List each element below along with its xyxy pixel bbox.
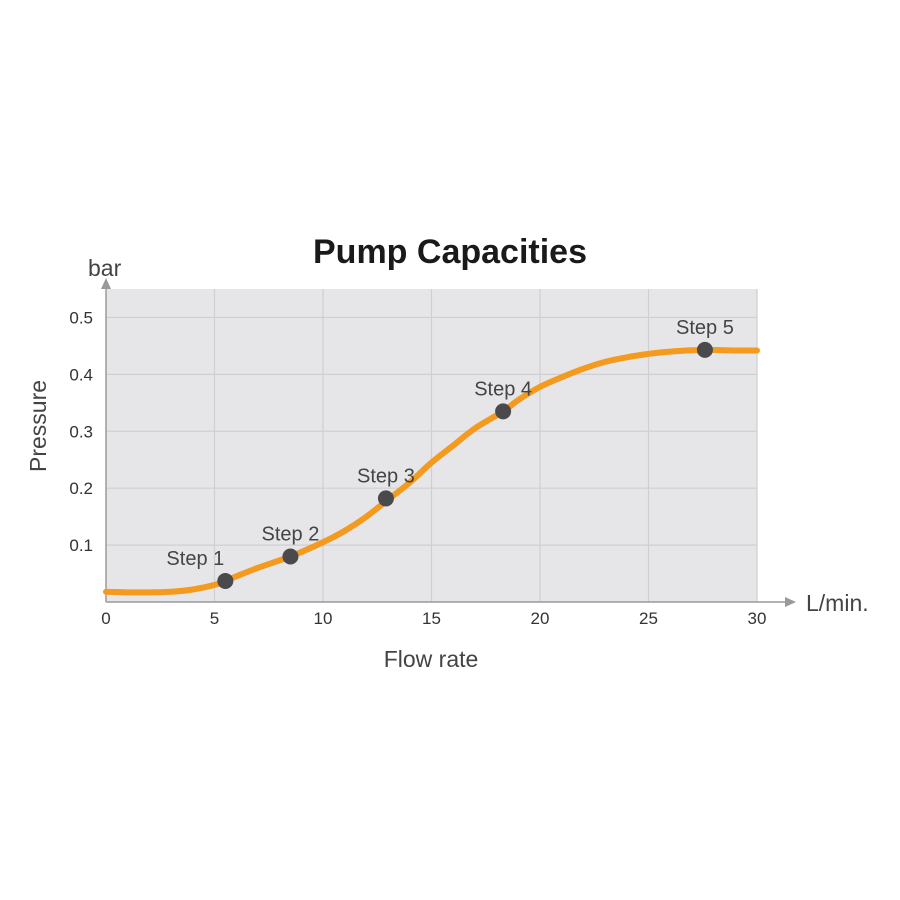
y-tick-label: 0.5 [69,308,93,327]
chart-title: Pump Capacities [313,233,587,271]
x-tick-label: 5 [210,609,219,628]
x-axis-label: Flow rate [384,646,479,672]
step-label: Step 2 [262,523,320,545]
x-tick-label: 15 [422,609,441,628]
y-tick-label: 0.3 [69,422,93,441]
step-marker [495,403,512,420]
step-marker [217,572,234,589]
x-tick-label: 20 [531,609,550,628]
x-unit-label: L/min. [806,590,869,616]
y-unit-label: bar [88,255,122,281]
y-axis-arrow [101,278,111,289]
grid [106,289,758,602]
y-tick-label: 0.1 [69,536,93,555]
y-axis-label: Pressure [25,380,51,472]
step-label: Step 5 [676,317,734,339]
step-marker [696,341,713,358]
y-tick-label: 0.2 [69,479,93,498]
x-tick-label: 25 [639,609,658,628]
step-marker [377,490,394,507]
tick-labels: 0 5 10 15 20 25 30 0.1 0.2 0.3 0.4 0.5 [69,308,766,628]
x-tick-label: 10 [314,609,333,628]
step-label: Step 3 [357,465,415,487]
x-tick-label: 30 [748,609,767,628]
step-markers: Step 1 Step 2 Step 3 Step 4 Step 5 [166,317,734,589]
x-axis-arrow [785,597,796,607]
series [103,346,760,596]
step-label: Step 1 [166,548,224,570]
step-marker [282,548,299,565]
x-tick-label: 0 [101,609,110,628]
y-tick-label: 0.4 [69,365,93,384]
pressure-curve [103,346,760,596]
axes [101,278,796,607]
step-label: Step 4 [474,378,532,400]
